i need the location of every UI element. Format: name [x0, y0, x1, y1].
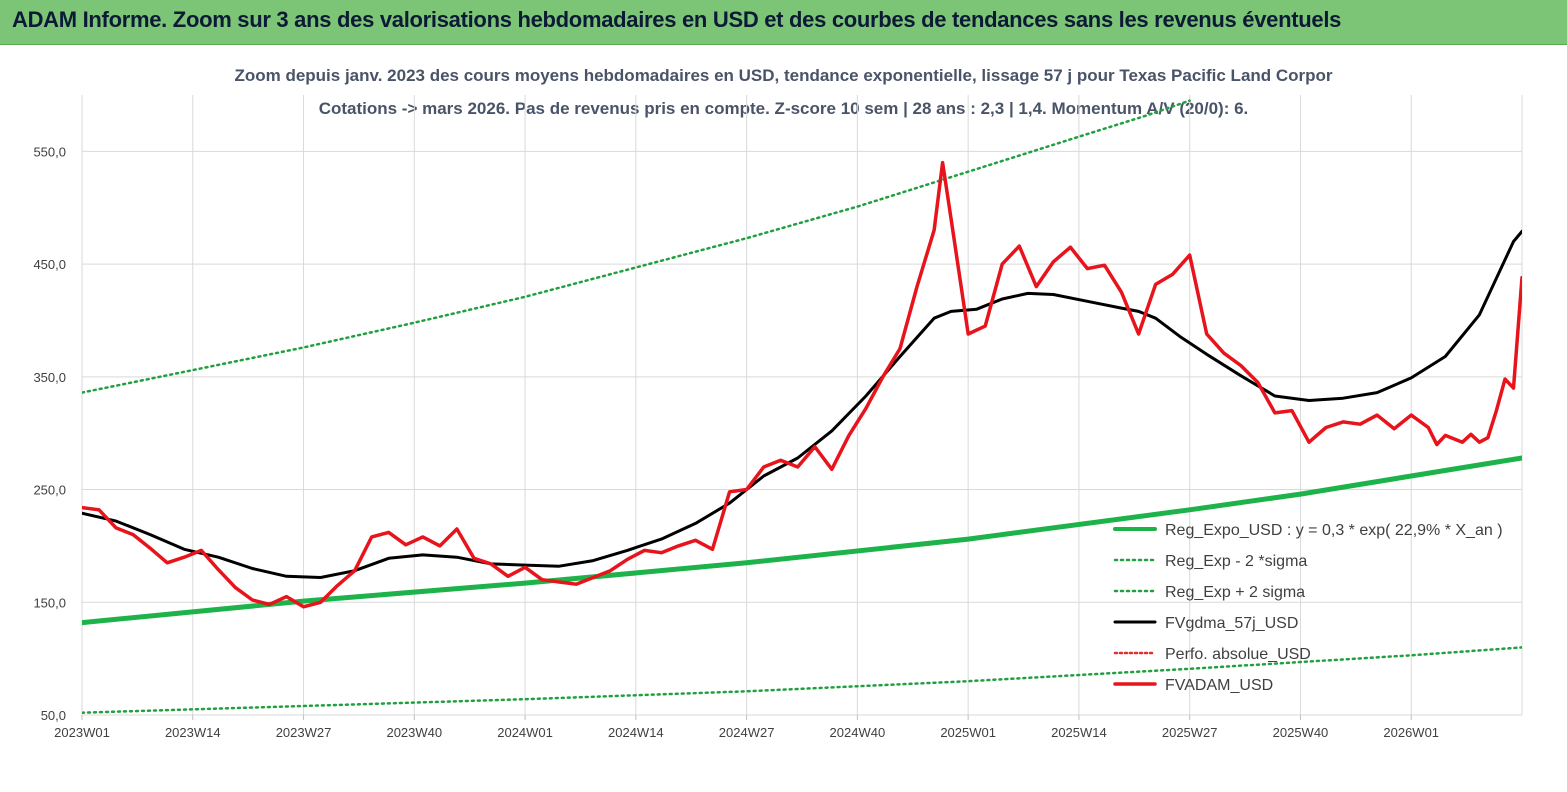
x-tick-label: 2023W27: [276, 725, 332, 740]
y-tick-label: 450,0: [33, 257, 66, 272]
x-tick-label: 2026W01: [1383, 725, 1439, 740]
x-tick-label: 2024W01: [497, 725, 553, 740]
y-tick-label: 150,0: [33, 595, 66, 610]
legend-label: Reg_Exp + 2 sigma: [1165, 584, 1305, 601]
series-line-reg-exp-2-sigma: [82, 646, 1522, 714]
banner-title: ADAM Informe. Zoom sur 3 ans des valoris…: [12, 7, 1342, 32]
x-tick-label: 2023W14: [165, 725, 221, 740]
x-tick-label: 2025W27: [1162, 725, 1218, 740]
legend-label: Reg_Exp - 2 *sigma: [1165, 553, 1307, 570]
y-tick-label: 550,0: [33, 144, 66, 159]
x-tick-label: 2023W40: [386, 725, 442, 740]
x-tick-label: 2025W40: [1273, 725, 1329, 740]
x-tick-label: 2025W01: [940, 725, 996, 740]
series-line-fvgdma-57j-usd: [82, 229, 1522, 579]
y-tick-label: 50,0: [41, 708, 66, 723]
y-tick-label: 250,0: [33, 483, 66, 498]
y-tick-label: 350,0: [33, 370, 66, 385]
banner: ADAM Informe. Zoom sur 3 ans des valoris…: [0, 0, 1567, 45]
x-tick-label: 2024W14: [608, 725, 664, 740]
series-line-reg-exp-2-sigma: [82, 99, 1191, 394]
chart-panel: Zoom depuis janv. 2023 des cours moyens …: [0, 44, 1567, 792]
y-axis: 50,0 150,0 250,0 350,0 450,0 550,0: [33, 144, 66, 723]
legend-label: FVgdma_57j_USD: [1165, 615, 1298, 632]
x-tick-label: 2023W01: [54, 725, 110, 740]
grid: [81, 95, 1523, 716]
legend-label: Reg_Expo_USD : y = 0,3 * exp( 22,9% * X_…: [1165, 522, 1503, 539]
series-lines: [82, 99, 1522, 714]
legend: Reg_Expo_USD : y = 0,3 * exp( 22,9% * X_…: [1113, 522, 1503, 694]
x-axis: 2023W01 2023W14 2023W27 2023W40 2024W01 2024W…: [54, 715, 1439, 740]
x-tick-label: 2025W14: [1051, 725, 1107, 740]
series-line-reg-expo-usd-y-0-3-exp-22-9-x-an: [82, 455, 1522, 626]
chart-title-line-2: Cotations -> mars 2026. Pas de revenus p…: [318, 99, 1249, 118]
legend-label: Perfo. absolue_USD: [1165, 646, 1311, 663]
legend-label: FVADAM_USD: [1165, 677, 1273, 694]
chart-title-line-1: Zoom depuis janv. 2023 des cours moyens …: [234, 66, 1333, 85]
series-line-fvadam-usd: [82, 160, 1522, 609]
x-tick-label: 2024W27: [719, 725, 775, 740]
x-tick-label: 2024W40: [830, 725, 886, 740]
